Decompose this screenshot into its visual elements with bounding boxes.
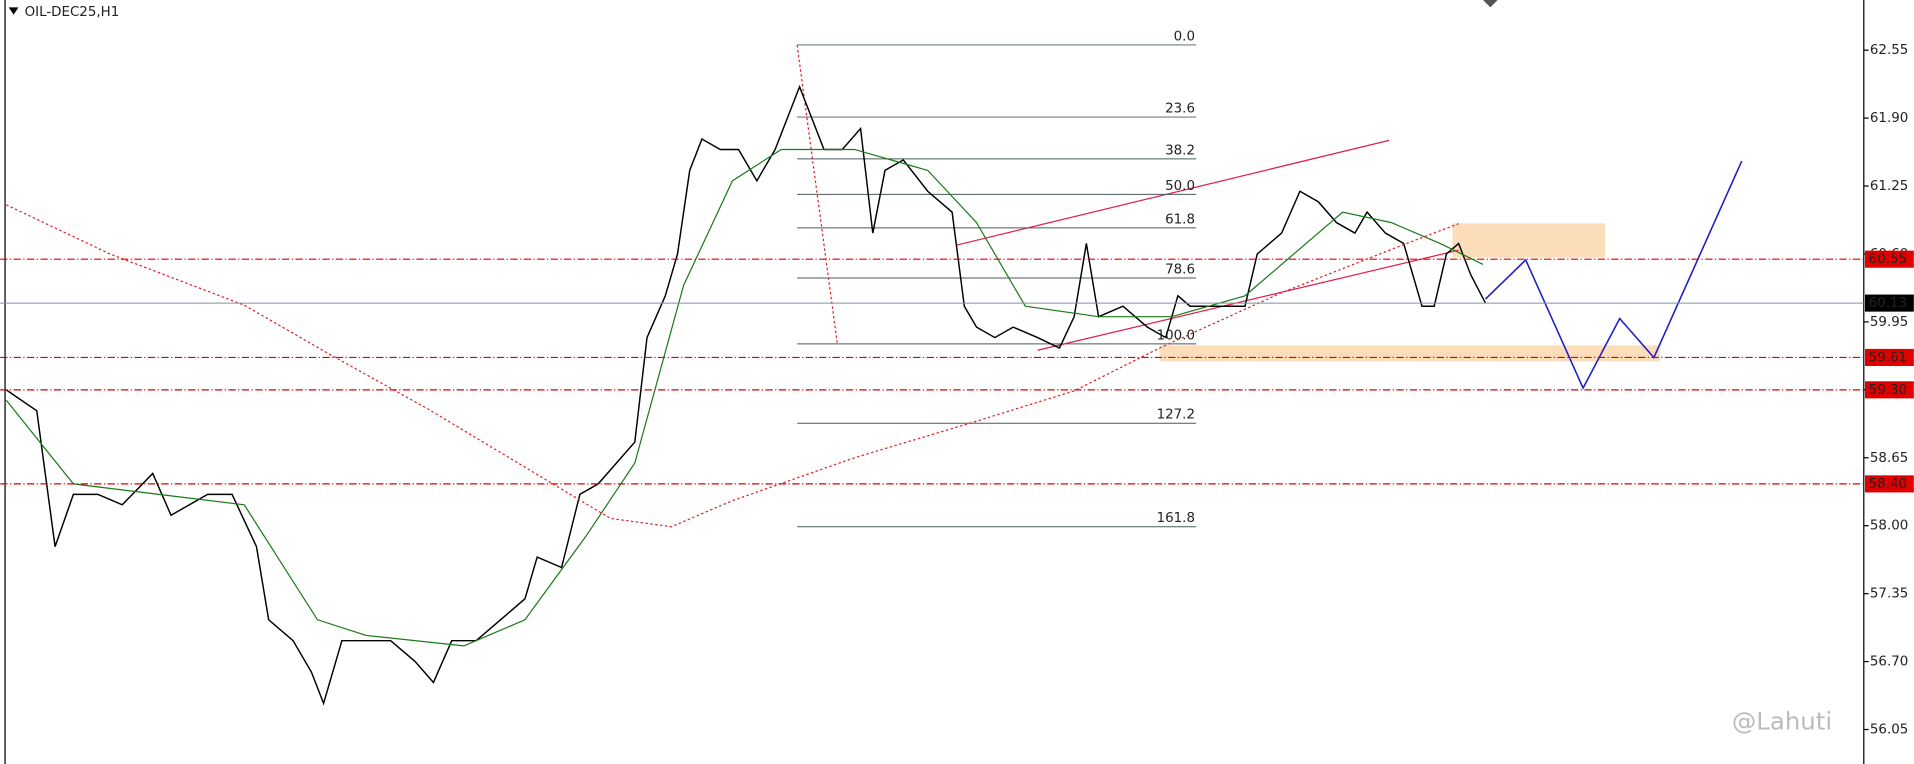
level-box [1865, 475, 1914, 493]
y-tick-label: 59.95 [1870, 315, 1908, 330]
fib-label: 78.6 [1165, 262, 1195, 277]
level-box [1865, 381, 1914, 399]
fib-label: 100.0 [1157, 328, 1195, 343]
chart-title: OIL-DEC25,H1 [25, 5, 120, 20]
price-line [5, 84, 1487, 706]
supply-zone [1452, 223, 1606, 258]
level-label: 59.30 [1869, 383, 1907, 398]
fib-label: 61.8 [1165, 212, 1195, 227]
fib-label: 127.2 [1157, 408, 1195, 423]
y-tick-label: 56.70 [1870, 655, 1908, 670]
y-tick-label: 58.00 [1870, 519, 1908, 534]
watermark: @Lahuti [1732, 707, 1832, 736]
projection-path [1484, 160, 1743, 390]
menu-arrow [8, 7, 19, 15]
current-price-box [1865, 294, 1914, 312]
price-line [5, 148, 1484, 647]
fib-label: 38.2 [1165, 143, 1195, 158]
fib-label: 0.0 [1174, 29, 1195, 44]
fib-label: 23.6 [1165, 102, 1195, 117]
y-tick-label: 61.25 [1870, 179, 1908, 194]
fib-label: 50.0 [1165, 179, 1195, 194]
y-tick-label: 57.35 [1870, 587, 1908, 602]
level-box [1865, 348, 1914, 366]
y-tick-label: 62.55 [1870, 43, 1908, 58]
channel-lower [1037, 249, 1459, 351]
y-tick-label: 56.05 [1870, 723, 1908, 738]
fib-anchor [796, 45, 839, 345]
current-price-label: 60.13 [1869, 296, 1907, 311]
y-tick-label: 58.65 [1870, 451, 1908, 466]
level-label: 58.40 [1869, 477, 1907, 492]
fib-label: 161.8 [1157, 511, 1195, 526]
scroll-marker [1483, 0, 1498, 8]
demand-zone [1159, 345, 1660, 362]
level-label: 60.55 [1869, 252, 1907, 267]
y-tick-label: 61.90 [1870, 111, 1908, 126]
level-label: 59.61 [1869, 350, 1907, 365]
price-line [6, 204, 1459, 528]
level-box [1865, 250, 1914, 268]
